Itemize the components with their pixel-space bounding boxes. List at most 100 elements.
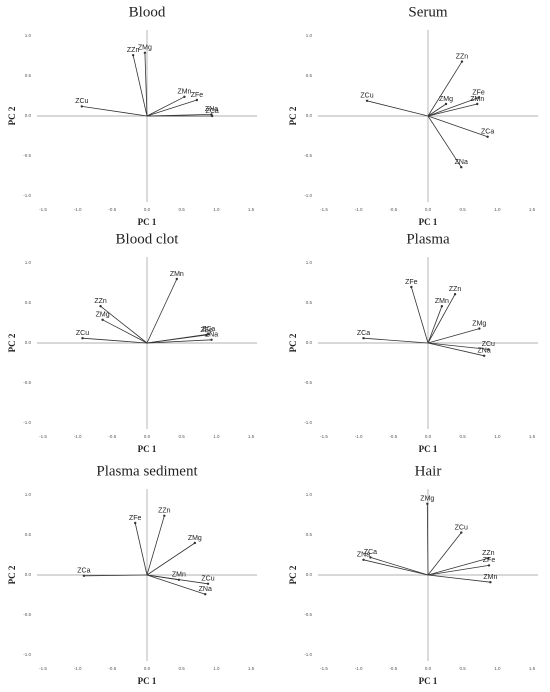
loading-point — [489, 581, 492, 584]
loading-point — [80, 105, 84, 108]
x-tick-label: 0.0 — [425, 666, 432, 671]
point-label: ZCu — [201, 576, 214, 583]
x-tick-label: -1.5 — [320, 207, 328, 212]
point-label: ZNa — [199, 586, 212, 593]
y-tick-label: 1.0 — [25, 33, 32, 38]
y-tick-label: 1.0 — [306, 492, 313, 497]
loading-vector — [426, 503, 429, 576]
point-label: ZZn — [482, 550, 495, 557]
x-tick-label: 0.0 — [144, 207, 151, 212]
panel-title: Hair — [415, 463, 442, 479]
loading-point — [460, 60, 464, 63]
y-tick-label: -0.5 — [23, 153, 31, 158]
loading-vector — [427, 115, 488, 138]
point-label: ZMn — [483, 574, 497, 581]
loading-point — [460, 166, 463, 169]
loading-point — [210, 338, 213, 341]
loading-point — [487, 348, 490, 351]
point-label: ZMn — [177, 89, 191, 96]
point-label: ZCu — [482, 341, 495, 348]
panel: Hair PC 1 PC 2 -1.5 -1.0 -0.5 0.0 0.5 1.0 1.5 -1.0… — [288, 463, 538, 686]
loading-vector — [146, 542, 196, 576]
point-label: ZMn — [170, 271, 184, 278]
x-tick-label: -0.5 — [108, 666, 116, 671]
loading-vector — [146, 99, 198, 117]
point-label: ZCa — [77, 568, 90, 575]
loading-vector — [427, 103, 478, 117]
loading-point — [476, 102, 479, 106]
panel-title: Blood — [129, 4, 166, 20]
x-tick-label: -0.5 — [389, 434, 397, 439]
loading-vector — [134, 522, 148, 576]
y-tick-label: 0.5 — [306, 73, 313, 78]
y-tick-label: 1.0 — [25, 260, 32, 265]
panel: Plasma sediment PC 1 PC 2 -1.5 -1.0 -0.5 0.0 0.… — [7, 463, 257, 686]
loading-point — [204, 593, 207, 596]
x-axis-label: PC 1 — [419, 676, 438, 686]
y-tick-label: -0.5 — [23, 380, 31, 385]
x-axis-label: PC 1 — [419, 444, 438, 454]
point-label: ZCa — [364, 549, 377, 556]
x-tick-label: 1.0 — [494, 666, 501, 671]
x-tick-label: -0.5 — [389, 207, 397, 212]
y-tick-label: -1.0 — [304, 420, 312, 425]
y-tick-label: 0.0 — [306, 340, 313, 345]
loading-vector — [144, 52, 148, 117]
loading-point — [362, 337, 365, 340]
x-tick-label: 1.5 — [529, 207, 536, 212]
y-tick-label: 0.5 — [306, 300, 313, 305]
x-tick-label: 1.5 — [529, 434, 536, 439]
panel-title: Plasma — [406, 231, 450, 247]
y-tick-label: 0.0 — [25, 113, 32, 118]
x-tick-label: -1.0 — [355, 434, 363, 439]
y-tick-label: 0.5 — [306, 532, 313, 537]
loading-point — [143, 51, 147, 54]
loading-point — [193, 541, 197, 545]
loading-point — [477, 96, 480, 99]
loading-vector — [427, 294, 456, 344]
x-tick-label: -1.5 — [320, 666, 328, 671]
point-label: ZFe — [472, 89, 485, 96]
point-label: ZNa — [455, 159, 468, 166]
x-axis-label: PC 1 — [138, 444, 157, 454]
y-tick-label: -0.5 — [304, 380, 312, 385]
panel: Blood clot PC 1 PC 2 -1.5 -1.0 -0.5 0.0 0.5 1.0 1… — [7, 231, 257, 454]
x-tick-label: 1.5 — [248, 434, 255, 439]
loading-vector — [427, 306, 443, 344]
x-tick-label: 0.0 — [144, 434, 151, 439]
x-tick-label: 1.5 — [248, 666, 255, 671]
y-tick-label: -0.5 — [304, 153, 312, 158]
y-tick-label: -0.5 — [23, 612, 31, 617]
y-tick-label: -1.0 — [23, 193, 31, 198]
point-label: ZNa — [205, 332, 218, 339]
y-tick-label: 0.0 — [306, 572, 313, 577]
x-tick-label: -1.0 — [74, 666, 82, 671]
loading-point — [82, 574, 86, 577]
loading-vector — [427, 342, 485, 357]
y-tick-label: -1.0 — [304, 652, 312, 657]
point-label: ZCu — [360, 93, 373, 100]
y-tick-label: -1.0 — [23, 652, 31, 657]
loading-vector — [146, 574, 206, 595]
point-label: ZFe — [405, 279, 418, 286]
point-label: ZMg — [188, 535, 202, 542]
y-tick-label: 1.0 — [306, 33, 313, 38]
x-tick-label: 0.0 — [425, 207, 432, 212]
y-tick-label: 0.5 — [25, 532, 32, 537]
loading-vector — [100, 305, 148, 344]
x-tick-label: -1.5 — [39, 434, 47, 439]
point-label: ZMg — [138, 45, 152, 52]
y-tick-label: 0.5 — [25, 73, 32, 78]
point-label: ZCa — [202, 326, 215, 333]
y-tick-label: 0.5 — [25, 300, 32, 305]
x-tick-label: -0.5 — [108, 207, 116, 212]
y-axis-label: PC 2 — [7, 106, 17, 125]
loading-point — [487, 564, 491, 567]
panel-title: Plasma sediment — [96, 463, 198, 479]
loading-vector — [146, 339, 212, 344]
loading-vector — [146, 333, 209, 344]
point-label: ZCu — [455, 524, 468, 531]
loading-point — [99, 305, 102, 308]
loading-vector — [427, 557, 489, 576]
